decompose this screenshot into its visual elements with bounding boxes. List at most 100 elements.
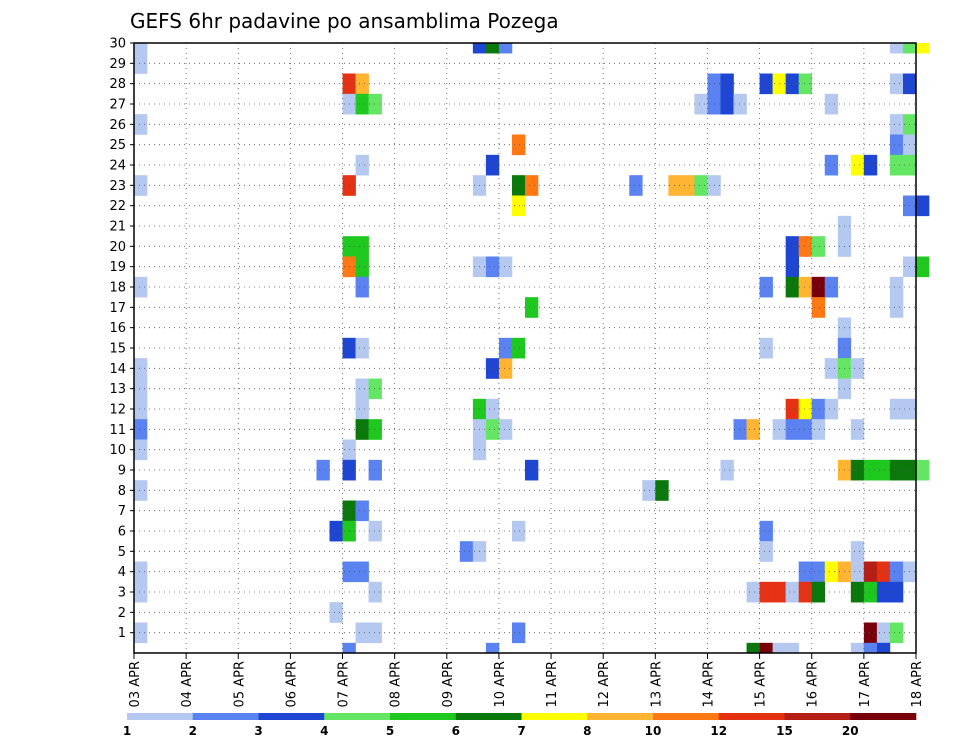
y-tick-label: 29 (109, 57, 126, 72)
precip-cell (798, 561, 813, 583)
precip-cell (355, 93, 369, 115)
precip-cell (368, 581, 382, 603)
y-tick-label: 14 (109, 362, 126, 377)
precip-cell (889, 561, 904, 583)
precip-cell (642, 480, 656, 501)
x-tick-label: 12 APR (597, 661, 612, 707)
precip-cell (134, 114, 148, 135)
precip-cell (355, 378, 369, 400)
legend-label: 12 (710, 724, 727, 738)
precip-cell (916, 43, 930, 54)
x-tick-label: 06 APR (284, 661, 299, 707)
precip-cell (811, 297, 826, 318)
precip-cell (876, 561, 891, 583)
legend-label: 7 (517, 724, 525, 738)
legend-swatch (192, 713, 259, 720)
precip-cell (824, 276, 839, 298)
precip-cell (785, 236, 799, 257)
y-tick-label: 10 (109, 443, 126, 458)
y-tick-label: 30 (109, 37, 126, 52)
precip-cell (368, 520, 382, 542)
legend-label: 2 (189, 724, 197, 738)
precip-cell (811, 581, 826, 603)
precip-cell (485, 398, 500, 420)
legend-swatch (390, 713, 457, 720)
precip-cell (525, 297, 539, 318)
y-tick-label: 9 (118, 464, 126, 479)
precip-cell (472, 43, 487, 54)
grid-lines (134, 43, 916, 653)
precip-cell (720, 73, 734, 95)
precip-cell (746, 581, 760, 603)
precip-cell (355, 154, 369, 176)
y-tick-label: 23 (109, 179, 126, 194)
precip-cell (850, 581, 865, 603)
y-axis-ticks: 1234567891011121314151617181920212223242… (109, 37, 134, 641)
x-axis-ticks: 03 APR 04 APR 05 APR 06 APR 07 APR 08 APR 09 A… (128, 653, 925, 707)
legend-swatch (718, 713, 785, 720)
x-tick-label: 08 APR (389, 661, 404, 707)
legend-swatch (521, 713, 588, 720)
precip-cell (824, 358, 839, 379)
precip-cell (889, 73, 904, 95)
precip-cell (368, 378, 382, 400)
precip-cell (824, 398, 839, 420)
precip-cell (759, 73, 773, 95)
precip-cell (785, 419, 799, 440)
precip-cell (785, 256, 799, 278)
precip-cell (850, 541, 865, 562)
chart-title: GEFS 6hr padavine po ansamblima Pozega (130, 9, 559, 33)
x-tick-label: 17 APR (858, 661, 873, 707)
precip-cell (681, 175, 695, 196)
precip-cell (720, 459, 734, 481)
precip-cell (316, 459, 330, 481)
precip-cell (134, 175, 148, 196)
precip-cell (863, 581, 878, 603)
legend-label: 20 (842, 724, 859, 738)
color-legend: 1 2 3 4 5 6 7 8 10 12 15 20 (123, 713, 917, 738)
precip-cell (889, 43, 904, 54)
y-tick-label: 13 (109, 382, 126, 397)
x-tick-label: 04 APR (180, 661, 195, 707)
precip-cell (342, 642, 356, 654)
legend-label: 1 (123, 724, 131, 738)
precip-cell (355, 337, 369, 359)
precipitation-cells (134, 43, 930, 654)
y-tick-label: 1 (118, 626, 126, 641)
precip-cell (134, 43, 148, 54)
legend-label: 3 (254, 724, 262, 738)
precip-cell (655, 480, 669, 501)
precip-cell (485, 419, 500, 440)
precip-cell (629, 175, 643, 196)
precip-cell (485, 154, 500, 176)
precip-cell (746, 642, 760, 654)
precip-cell (355, 236, 369, 257)
precip-cell (525, 459, 539, 481)
precip-cell (798, 73, 813, 95)
x-tick-label: 16 APR (806, 661, 821, 707)
precip-cell (485, 358, 500, 379)
precip-cell (368, 93, 382, 115)
y-tick-label: 22 (109, 199, 126, 214)
y-tick-label: 12 (109, 403, 126, 418)
precip-cell (355, 276, 369, 298)
precip-cell (798, 276, 813, 298)
precip-cell (134, 398, 148, 420)
precip-cell (785, 276, 799, 298)
precip-cell (511, 134, 526, 156)
y-tick-label: 21 (109, 220, 126, 235)
precip-cell (798, 398, 813, 420)
precip-cell (134, 561, 148, 583)
precip-cell (759, 541, 773, 562)
precip-cell (759, 337, 773, 359)
precip-cell (525, 175, 539, 196)
precip-cell (902, 43, 917, 54)
precip-cell (785, 73, 799, 95)
precip-cell (889, 276, 904, 298)
precip-cell (863, 561, 878, 583)
precip-cell (798, 581, 813, 603)
precip-cell (811, 236, 826, 257)
y-tick-label: 25 (109, 138, 126, 153)
precip-cell (134, 581, 148, 603)
